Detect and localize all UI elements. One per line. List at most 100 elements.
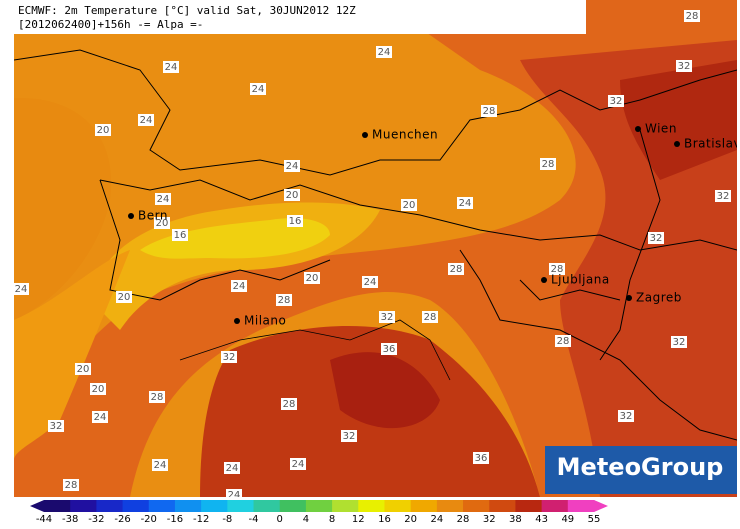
contour-label: 28	[450, 264, 463, 275]
colorbar-label: -44	[36, 514, 52, 525]
contour-label: 24	[459, 198, 472, 209]
colorbar-segment	[70, 500, 97, 512]
contour-label-box	[154, 217, 170, 229]
colorbar-label: -4	[249, 514, 259, 525]
logo: MeteoGroup	[557, 453, 724, 481]
contour-label: 20	[92, 384, 105, 395]
contour-label: 24	[364, 277, 377, 288]
colorbar-label: 0	[277, 514, 283, 525]
contour-label-box	[152, 459, 168, 471]
contour-label-box	[276, 294, 292, 306]
colorbar-segment	[358, 500, 385, 512]
colorbar-label: -26	[114, 514, 130, 525]
contour-label: 20	[118, 292, 131, 303]
contour-label: 32	[50, 421, 63, 432]
contour-label: 20	[403, 200, 416, 211]
contour-label-box	[422, 311, 438, 323]
colorbar-segment	[463, 500, 490, 512]
contour-label-box	[75, 363, 91, 375]
contour-label: 32	[223, 352, 236, 363]
contour-label: 32	[620, 411, 633, 422]
contour-label: 28	[483, 106, 496, 117]
contour-label: 28	[65, 480, 78, 491]
temperature-field	[14, 0, 737, 497]
city-dot	[626, 295, 632, 301]
contour-label-box	[555, 335, 571, 347]
colorbar-segment	[410, 500, 438, 512]
contour-label-box	[14, 283, 29, 295]
contour-label: 32	[650, 233, 663, 244]
contour-label: 32	[673, 337, 686, 348]
colorbar-segment	[541, 500, 569, 512]
contour-label-box	[608, 95, 624, 107]
colorbar-segment	[515, 500, 543, 512]
header-line: ECMWF: 2m Temperature [°C] valid Sat, 30…	[18, 4, 356, 17]
contour-label: 24	[15, 284, 28, 295]
contour-label: 28	[551, 264, 564, 275]
contour-label-box	[304, 272, 320, 284]
contour-label-box	[684, 10, 700, 22]
contour-label: 28	[278, 295, 291, 306]
city-dot	[234, 318, 240, 324]
header-box	[14, 0, 586, 34]
colorbar-label: 55	[588, 514, 601, 525]
contour-label-box	[221, 351, 237, 363]
colorbar-segment	[489, 500, 516, 512]
contour-label: 32	[381, 312, 394, 323]
contour-label-box	[250, 83, 266, 95]
colorbar-label: 8	[329, 514, 335, 525]
contour-label: 24	[165, 62, 178, 73]
contour-label: 24	[378, 47, 391, 58]
contour-label-box	[116, 291, 132, 303]
contour-label-box	[63, 479, 79, 491]
contour-label-box	[281, 398, 297, 410]
contour-label-box	[138, 114, 154, 126]
contour-label-box	[92, 411, 108, 423]
colorbar-label: 32	[483, 514, 496, 525]
contour-label: 16	[174, 230, 187, 241]
contour-label-box	[540, 158, 556, 170]
contour-label-box	[376, 46, 392, 58]
contour-label-box	[362, 276, 378, 288]
contour-label-box	[226, 489, 242, 497]
city-label: Wien	[645, 122, 677, 136]
colorbar-label: 28	[457, 514, 470, 525]
colorbar-label: -8	[222, 514, 232, 525]
contour-label: 32	[610, 96, 623, 107]
colorbar-label: -32	[88, 514, 104, 525]
colorbar-segment	[384, 500, 412, 512]
colorbar-segment	[436, 500, 464, 512]
colorbar-segment	[305, 500, 333, 512]
city-label: Bern	[138, 209, 168, 223]
logo-box	[545, 446, 737, 494]
contour-label-box	[155, 193, 171, 205]
contour-label: 20	[77, 364, 90, 375]
contour-label-box	[284, 160, 300, 172]
city-dot	[541, 277, 547, 283]
contour-label: 20	[286, 190, 299, 201]
colorbar-label: 12	[352, 514, 365, 525]
contour-label-box	[163, 61, 179, 73]
contour-label-box	[481, 105, 497, 117]
contour-label-box	[448, 263, 464, 275]
colorbar-label: 49	[561, 514, 574, 525]
colorbar-segment	[148, 500, 176, 512]
city-label: Bratislava	[684, 137, 740, 151]
city-dot	[128, 213, 134, 219]
contour-label-box	[290, 458, 306, 470]
contour-label-box	[671, 336, 687, 348]
contour-label-box	[401, 199, 417, 211]
contour-label-box	[149, 391, 165, 403]
contour-label: 28	[151, 392, 164, 403]
contour-label: 24	[140, 115, 153, 126]
colorbar-arrow	[30, 500, 44, 512]
contour-label: 28	[542, 159, 555, 170]
colorbar-segment	[227, 500, 255, 512]
colorbar-segment	[253, 500, 281, 512]
colorbar-segment	[122, 500, 150, 512]
contour-label-box	[715, 190, 731, 202]
colorbar-label: 16	[378, 514, 391, 525]
contour-label: 32	[678, 61, 691, 72]
contour-label: 16	[289, 216, 302, 227]
